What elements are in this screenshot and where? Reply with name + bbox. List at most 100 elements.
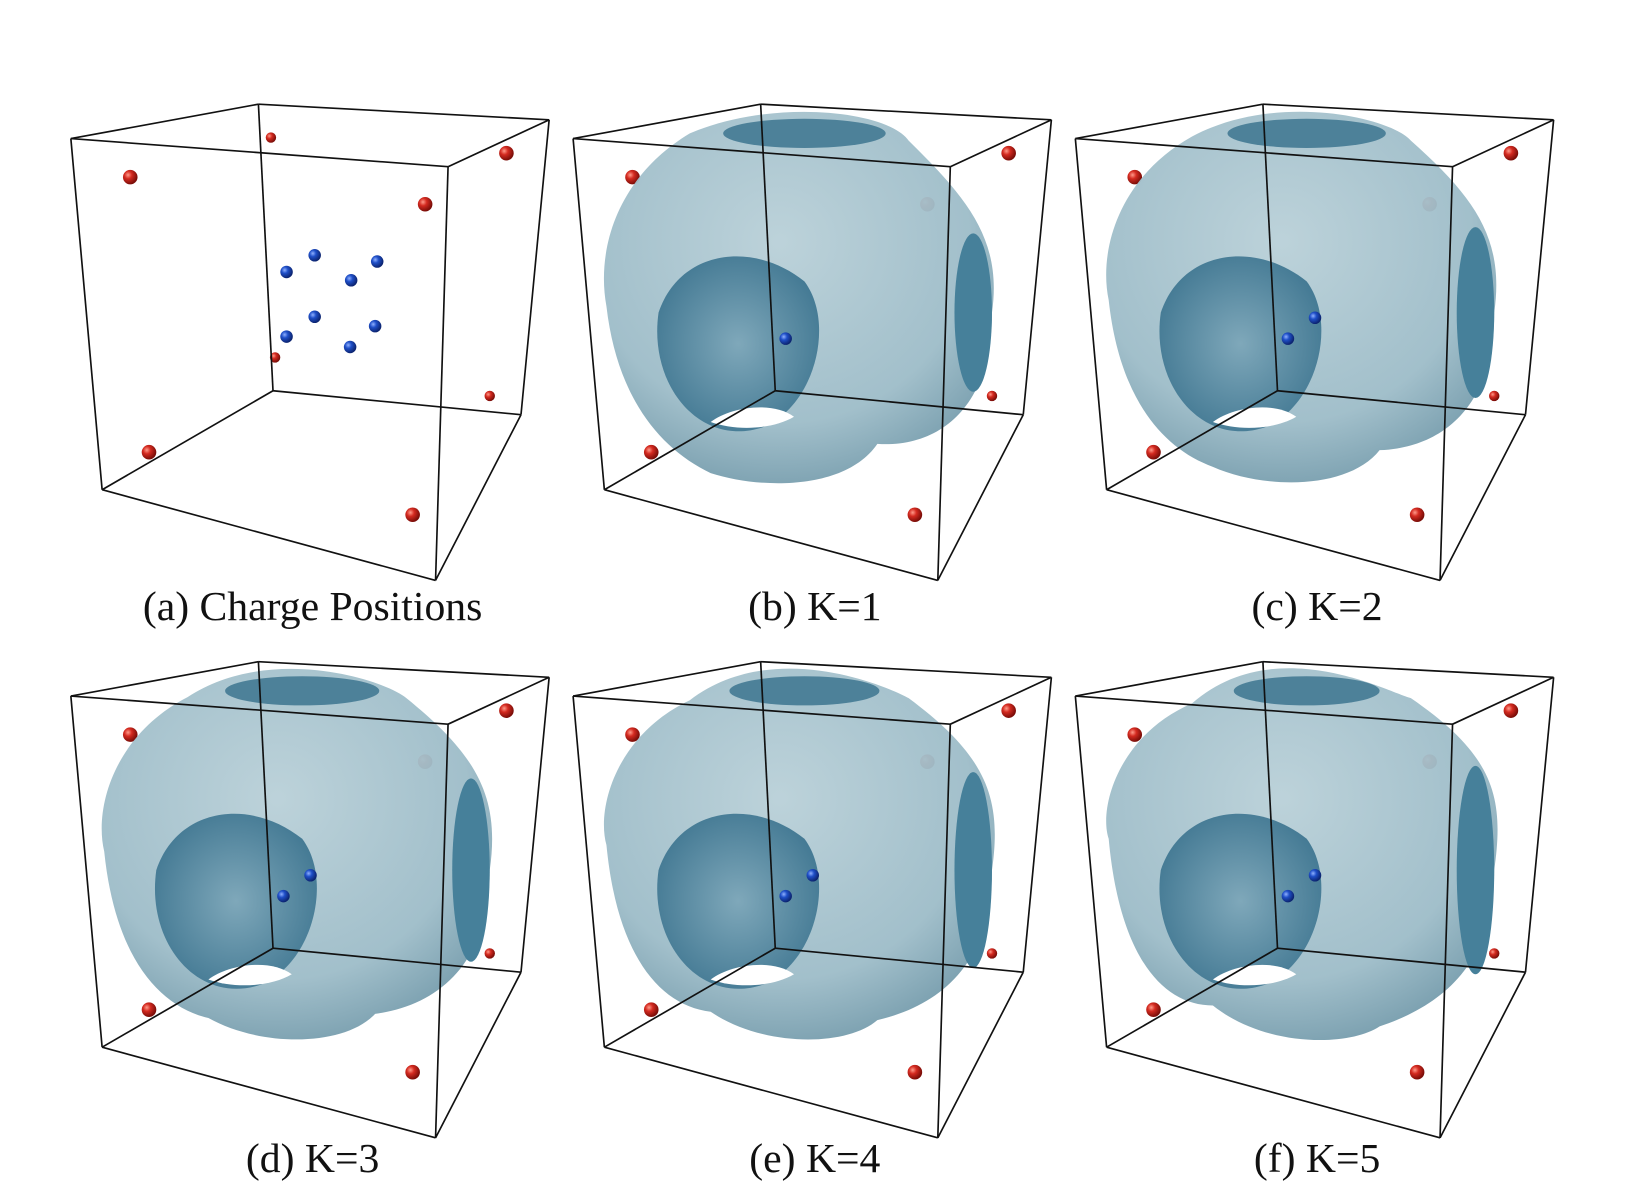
cube-edge: [101, 947, 274, 1048]
charge-sphere: [484, 948, 495, 959]
charge-sphere: [499, 145, 514, 161]
cube-edge: [936, 166, 952, 581]
cube-edge: [257, 661, 274, 949]
cube-edge: [573, 137, 951, 168]
cube-edge: [949, 119, 1052, 168]
panel: (f) K=5: [1074, 660, 1555, 1182]
cube-edge: [101, 488, 436, 582]
caption: (a) Charge Positions: [143, 584, 483, 630]
isosurface-hole: [1159, 813, 1322, 989]
cube-edge: [603, 390, 776, 491]
cube-edge: [1524, 677, 1555, 973]
cube-edge: [759, 104, 777, 391]
isosurface-gap: [208, 964, 292, 986]
caption: (d) K=3: [246, 1136, 379, 1182]
cube-edge: [1074, 695, 1108, 1048]
cube-edge: [1106, 390, 1278, 491]
cube-edge: [572, 695, 606, 1048]
cube-edge: [1262, 104, 1279, 391]
cube-edge: [1106, 947, 1278, 1048]
charge-sphere: [1146, 1002, 1161, 1017]
cube-edge: [434, 166, 449, 581]
charge-sphere: [405, 507, 420, 523]
cube-edge: [572, 138, 606, 490]
charge-sphere: [370, 255, 384, 268]
cube-edge: [434, 971, 522, 1139]
cube-edge: [1262, 661, 1279, 949]
charge-sphere: [643, 1002, 659, 1017]
isosurface-side-opening: [954, 772, 992, 969]
cube-edge: [101, 1046, 436, 1139]
charge-sphere: [1409, 1064, 1425, 1080]
cube-edge: [434, 724, 449, 1138]
caption: (c) K=2: [1252, 584, 1383, 630]
isosurface-hole: [657, 256, 820, 432]
cube-edge: [1022, 119, 1053, 415]
caption: (b) K=1: [748, 584, 881, 630]
cube-edge: [572, 660, 761, 697]
charge-sphere: [986, 390, 998, 402]
cube-edge: [573, 695, 951, 726]
cube-edge: [520, 677, 550, 973]
charge-sphere: [1503, 145, 1519, 161]
charge-sphere: [417, 196, 433, 212]
cube-edge: [759, 661, 777, 949]
panel: (c) K=2: [1074, 103, 1555, 630]
cube-edge: [258, 660, 550, 679]
charge-sphere: [1503, 703, 1519, 718]
cube-edge: [1277, 947, 1526, 974]
cube-edge: [1439, 971, 1527, 1139]
charge-sphere: [343, 340, 357, 354]
cube-edge: [257, 104, 274, 391]
isosurface-top-opening: [225, 676, 380, 706]
cube-edge: [272, 947, 522, 974]
charge-sphere: [265, 132, 277, 143]
charge-sphere: [141, 444, 157, 460]
charge-sphere: [1281, 332, 1295, 345]
cube-edge: [1075, 137, 1453, 168]
cube-edge: [447, 119, 550, 168]
cube-edge: [272, 389, 522, 416]
charge-sphere: [122, 727, 138, 742]
cube-edge: [1106, 488, 1441, 582]
charge-sphere: [779, 889, 792, 903]
isosurface-top-opening: [1227, 118, 1386, 148]
cube-edge: [936, 724, 952, 1138]
panel: (b) K=1: [572, 103, 1053, 630]
charge-sphere: [907, 1064, 923, 1080]
cube-edge: [1262, 103, 1554, 121]
cube-edge: [1022, 677, 1053, 973]
figure-grid: (a) Charge Positions (b) K=1 (c) K=2 (d) K=…: [70, 103, 1555, 1182]
charge-sphere: [277, 889, 290, 903]
cube-edge: [1106, 1046, 1441, 1139]
cube-edge: [1524, 119, 1555, 415]
charge-sphere: [1489, 390, 1500, 402]
cube-edge: [1074, 138, 1108, 490]
charge-sphere: [1001, 145, 1016, 161]
cube-edge: [1277, 389, 1526, 416]
charge-sphere: [1146, 444, 1161, 460]
panel: (e) K=4: [572, 660, 1053, 1182]
cube-edge: [258, 103, 550, 121]
charge-sphere: [269, 352, 281, 363]
cube-edge: [572, 103, 761, 140]
cube-edge: [775, 947, 1024, 974]
isosurface-side-opening: [1456, 765, 1495, 975]
cube-edge: [604, 488, 939, 582]
isosurface-top-opening: [729, 676, 880, 706]
cube-edge: [70, 137, 449, 168]
charge-sphere: [141, 1002, 157, 1017]
isosurface-gap: [1212, 964, 1297, 986]
charge-sphere: [280, 265, 293, 279]
charge-sphere: [625, 727, 640, 742]
charge-sphere: [1409, 507, 1425, 523]
charge-sphere: [308, 249, 321, 262]
cube-edge: [775, 389, 1024, 416]
cube-edge: [760, 103, 1052, 121]
cube-edge: [949, 676, 1052, 725]
charge-sphere: [1308, 311, 1322, 325]
charge-sphere: [1308, 869, 1322, 882]
cube-edge: [101, 390, 274, 491]
charge-sphere: [280, 330, 293, 343]
cube-edge: [1262, 660, 1554, 679]
